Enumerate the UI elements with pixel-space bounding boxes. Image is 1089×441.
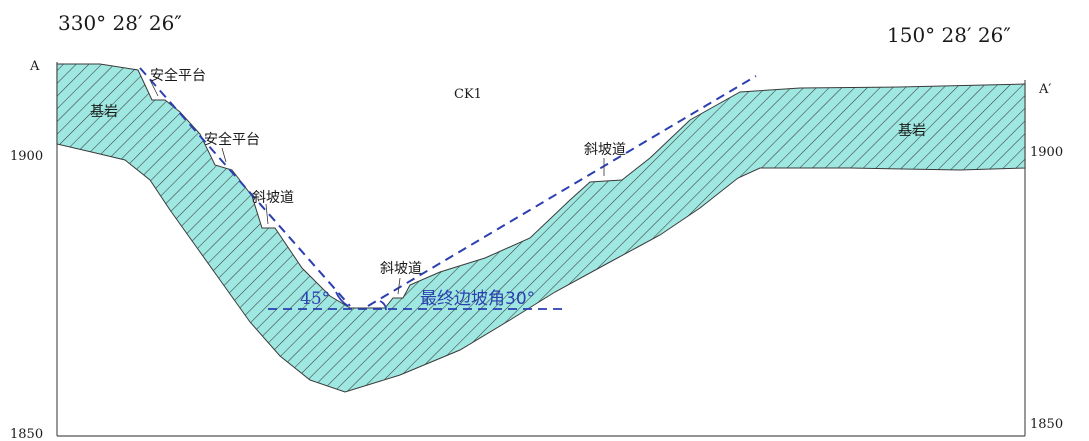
- ramp-label-right: 斜坡道: [584, 142, 626, 158]
- leader-ramp-left: [265, 203, 269, 225]
- leader-safety-platform-1: [149, 79, 159, 97]
- angle-label-45: 45°: [300, 289, 330, 309]
- bedrock-body: [56, 63, 1026, 393]
- final-slope-angle-label: 最终边坡角30°: [420, 289, 535, 309]
- section-end-label: A′: [1038, 82, 1051, 97]
- angle-arc-left: [335, 291, 349, 307]
- safety-platform-label-2: 安全平台: [204, 131, 260, 148]
- angle-arc-right: [379, 300, 387, 311]
- ramp-label-bottom: 斜坡道: [380, 261, 422, 277]
- leader-ramp-bottom: [397, 277, 401, 295]
- right-azimuth-label: 150° 28′ 26″: [887, 23, 1011, 47]
- elevation-label-right-upper: 1900: [1030, 145, 1063, 160]
- left-azimuth-label: 330° 28′ 26″: [58, 11, 182, 35]
- elevation-label-left-lower: 1850: [10, 427, 43, 441]
- elevation-label-right-lower: 1850: [1030, 417, 1063, 432]
- leader-safety-platform-2: [221, 147, 227, 163]
- final-pit-slope-left: [139, 67, 351, 307]
- safety-platform-label-1: 安全平台: [150, 67, 206, 84]
- ramp-label-left: 斜坡道: [252, 190, 294, 206]
- elevation-label-left-upper: 1900: [10, 149, 43, 164]
- final-pit-slope-right: [367, 75, 757, 307]
- section-start-label: A: [29, 59, 40, 74]
- bedrock-label-right: 基岩: [898, 122, 926, 139]
- bedrock-label-left: 基岩: [90, 103, 118, 120]
- borehole-label: CK1: [454, 87, 482, 102]
